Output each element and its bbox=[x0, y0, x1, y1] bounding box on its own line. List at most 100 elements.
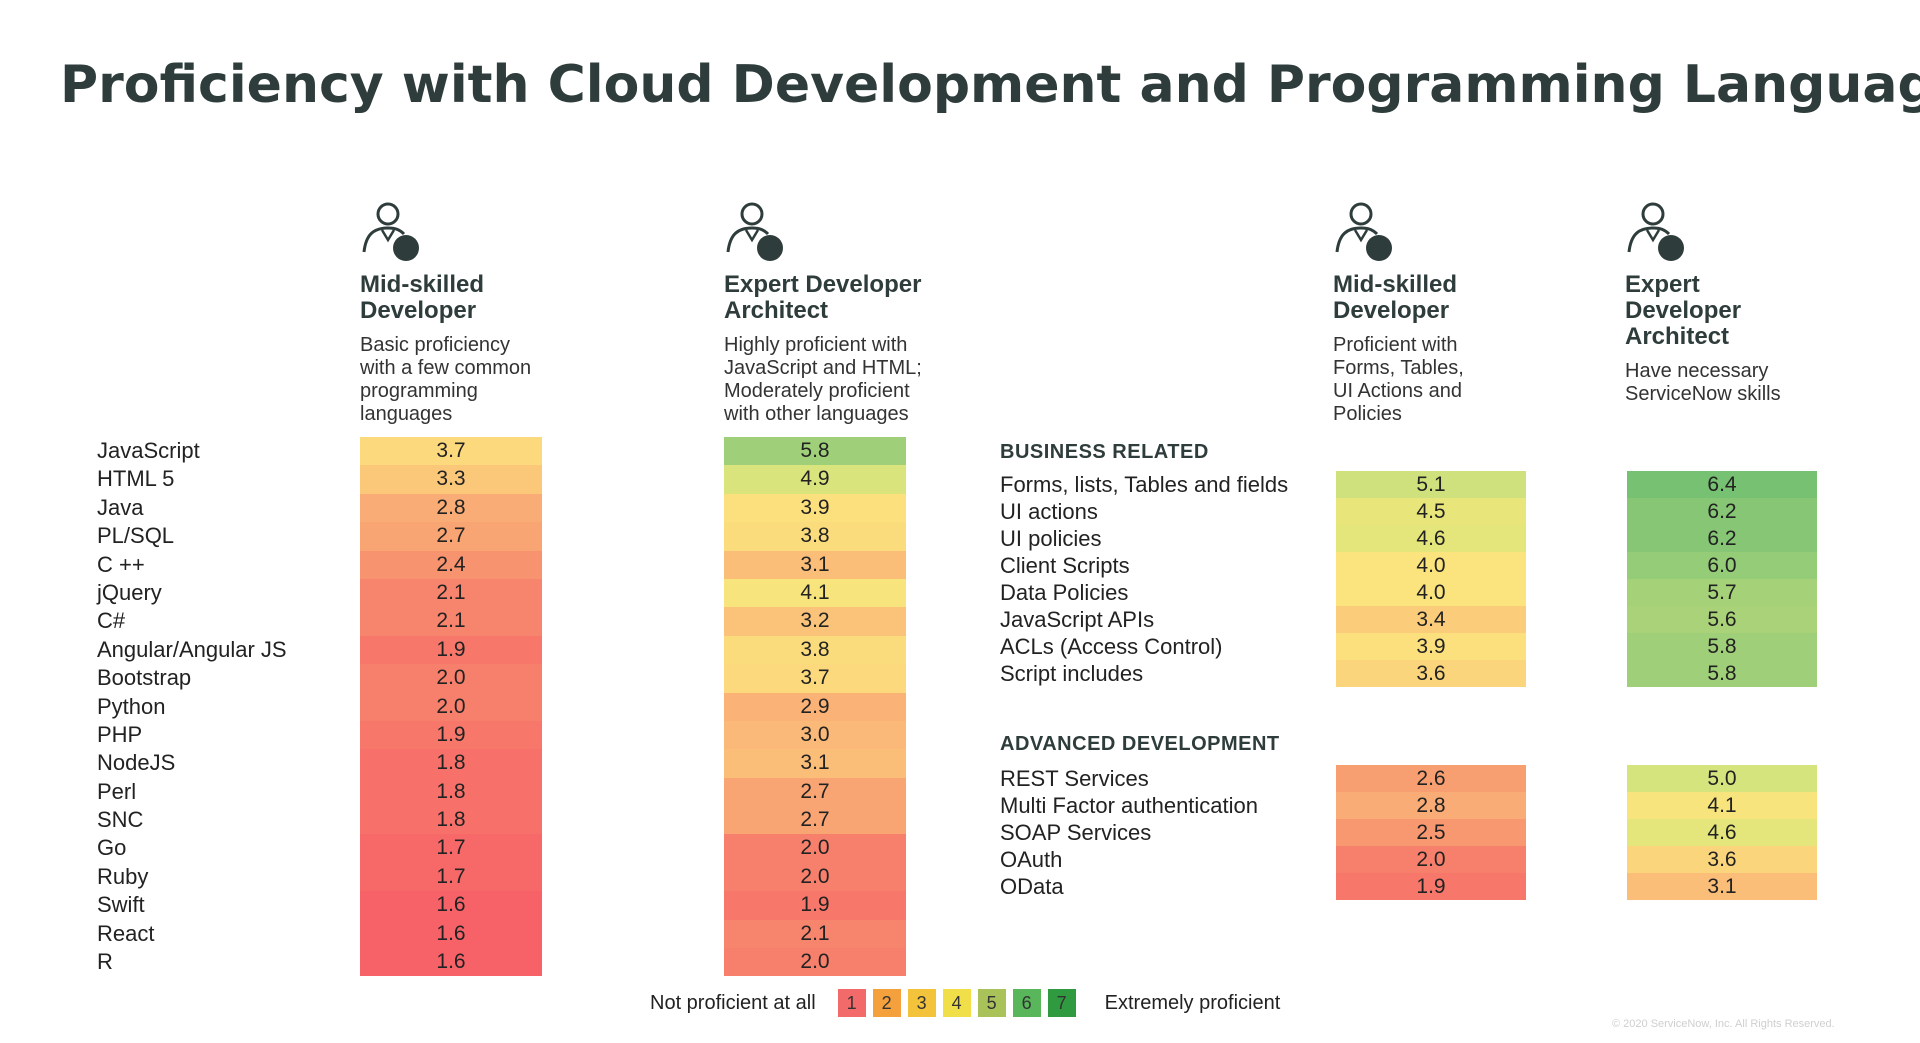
heatmap-cell: 1.9 bbox=[1336, 873, 1526, 900]
advanced-labels: REST Services Multi Factor authentication… bbox=[1000, 765, 1258, 900]
heatmap-cell: 1.6 bbox=[360, 891, 542, 920]
row-label: SNC bbox=[97, 807, 144, 833]
heatmap-cell: 1.7 bbox=[360, 862, 542, 892]
heatmap-cell: 4.9 bbox=[724, 465, 906, 494]
row-label: SOAP Services bbox=[1000, 820, 1152, 845]
row-label: PL/SQL bbox=[97, 523, 175, 549]
row-label: Angular/Angular JS bbox=[97, 636, 287, 662]
heatmap-cell: 1.9 bbox=[360, 720, 542, 750]
row-label: REST Services bbox=[1000, 766, 1149, 791]
persona-description: Proficient with Forms, Tables, UI Action… bbox=[1333, 334, 1464, 425]
heatmap-cell: 2.9 bbox=[724, 692, 906, 721]
row-label: Multi Factor authentication bbox=[1000, 793, 1259, 818]
page-title: Proficiency with Cloud Development and P… bbox=[60, 55, 1920, 115]
heatmap-cell: 5.8 bbox=[1627, 633, 1817, 660]
heatmap-cell: 3.7 bbox=[724, 664, 906, 693]
legend-swatch: 7 bbox=[1047, 989, 1076, 1017]
row-label: Perl bbox=[97, 778, 137, 804]
business-labels: Forms, lists, Tables and fields UI action… bbox=[1000, 471, 1288, 687]
heatmap-cell: 3.8 bbox=[724, 635, 906, 665]
heatmap-cell: 3.7 bbox=[360, 437, 542, 466]
row-label: PHP bbox=[97, 721, 143, 747]
heatmap-cell: 5.0 bbox=[1627, 765, 1817, 792]
heatmap-cell: 2.8 bbox=[360, 493, 542, 523]
heatmap-cell: 3.9 bbox=[1336, 633, 1526, 660]
row-label: Script includes bbox=[1000, 661, 1144, 686]
heatmap-cell: 3.8 bbox=[724, 522, 906, 551]
heatmap-column-mid: 3.7 3.3 2.8 2.7 2.4 2.1 2.1 1.9 2.0 2.0 1.9 1.8 1.8 1… bbox=[360, 437, 542, 977]
heatmap-column-expert: 6.4 6.2 6.2 6.0 5.7 5.6 5.8 5.8 bbox=[1627, 471, 1817, 687]
heatmap-cell: 5.1 bbox=[1336, 471, 1526, 498]
heatmap-cell: 2.1 bbox=[724, 919, 906, 949]
persona-description: Basic proficiency with a few common prog… bbox=[360, 334, 532, 425]
heatmap-cell: 6.4 bbox=[1627, 471, 1817, 498]
heatmap-cell: 2.5 bbox=[1336, 819, 1526, 846]
row-label: ACLs (Access Control) bbox=[1000, 634, 1223, 659]
heatmap-cell: 2.0 bbox=[724, 834, 906, 863]
row-label: Swift bbox=[97, 892, 145, 918]
row-label: React bbox=[97, 920, 155, 946]
heatmap-cell: 4.1 bbox=[724, 578, 906, 608]
row-label: R bbox=[97, 949, 113, 975]
developer-icon bbox=[726, 202, 783, 261]
heatmap-cell: 1.6 bbox=[360, 948, 542, 977]
persona-description: Highly proficient with JavaScript and HT… bbox=[724, 334, 922, 425]
persona-title: Expert Developer Architect bbox=[724, 271, 922, 324]
row-label: Java bbox=[97, 494, 144, 520]
row-label: JavaScript APIs bbox=[1000, 607, 1155, 632]
heatmap-cell: 5.6 bbox=[1627, 606, 1817, 633]
row-label: UI policies bbox=[1000, 526, 1102, 551]
heatmap-cell: 2.0 bbox=[724, 862, 906, 892]
section-heading-advanced: ADVANCED DEVELOPMENT bbox=[1000, 733, 1280, 755]
row-label: Ruby bbox=[97, 863, 149, 889]
heatmap-cell: 2.6 bbox=[1336, 765, 1526, 792]
row-label: UI actions bbox=[1000, 499, 1098, 524]
heatmap-cell: 2.0 bbox=[360, 692, 542, 721]
heatmap-cell: 5.8 bbox=[1627, 660, 1817, 687]
persona-left-mid: Mid-skilled Developer Basic proficiency … bbox=[360, 200, 600, 426]
heatmap-cell: 3.0 bbox=[724, 720, 906, 750]
heatmap-cell: 3.9 bbox=[724, 493, 906, 523]
heatmap-column-mid: 2.6 2.8 2.5 2.0 1.9 bbox=[1336, 765, 1526, 900]
heatmap-cell: 2.8 bbox=[1336, 792, 1526, 819]
row-label: OAuth bbox=[1000, 847, 1063, 872]
row-label: Data Policies bbox=[1000, 580, 1129, 605]
heatmap-column-expert: 5.8 4.9 3.9 3.8 3.1 4.1 3.2 3.8 3.7 2.9 3.0 3.1 2.7 2… bbox=[724, 437, 906, 977]
legend-swatch: 2 bbox=[872, 989, 901, 1017]
legend-swatch: 4 bbox=[942, 989, 971, 1017]
heatmap-cell: 3.2 bbox=[724, 607, 906, 636]
heatmap-cell: 4.0 bbox=[1336, 579, 1526, 606]
legend-low-label: Not proficient at all bbox=[650, 991, 816, 1014]
row-label: Forms, lists, Tables and fields bbox=[1000, 472, 1289, 497]
row-label: NodeJS bbox=[97, 750, 176, 776]
heatmap-cell: 4.6 bbox=[1336, 525, 1526, 552]
heatmap-cell: 3.3 bbox=[360, 465, 542, 494]
persona-right-expert: Expert Developer Architect Have necessar… bbox=[1625, 200, 1865, 406]
legend-swatch: 6 bbox=[1012, 989, 1041, 1017]
copyright: © 2020 ServiceNow, Inc. All Rights Reser… bbox=[1612, 1018, 1835, 1030]
row-label: Python bbox=[97, 693, 166, 719]
heatmap-cell: 6.2 bbox=[1627, 498, 1817, 525]
heatmap-cell: 6.0 bbox=[1627, 552, 1817, 579]
persona-left-expert: Expert Developer Architect Highly profic… bbox=[724, 200, 964, 426]
heatmap-column-expert: 5.0 4.1 4.6 3.6 3.1 bbox=[1627, 765, 1817, 900]
heatmap-cell: 4.0 bbox=[1336, 552, 1526, 579]
row-label: jQuery bbox=[97, 579, 162, 605]
heatmap-cell: 2.0 bbox=[1336, 846, 1526, 873]
heatmap-cell: 5.7 bbox=[1627, 579, 1817, 606]
row-label: Client Scripts bbox=[1000, 553, 1130, 578]
heatmap-cell: 5.8 bbox=[724, 437, 906, 466]
heatmap-cell: 2.1 bbox=[360, 607, 542, 636]
row-label: Go bbox=[97, 835, 127, 861]
persona-right-mid: Mid-skilled Developer Proficient with Fo… bbox=[1333, 200, 1573, 426]
heatmap-cell: 2.7 bbox=[360, 522, 542, 551]
legend-swatch: 3 bbox=[907, 989, 936, 1017]
heatmap-cell: 4.6 bbox=[1627, 819, 1817, 846]
row-label: C# bbox=[97, 608, 126, 634]
heatmap-cell: 2.0 bbox=[724, 948, 906, 977]
legend-high-label: Extremely proficient bbox=[1104, 991, 1281, 1014]
developer-icon bbox=[362, 202, 419, 261]
section-heading-business: BUSINESS RELATED bbox=[1000, 441, 1209, 463]
